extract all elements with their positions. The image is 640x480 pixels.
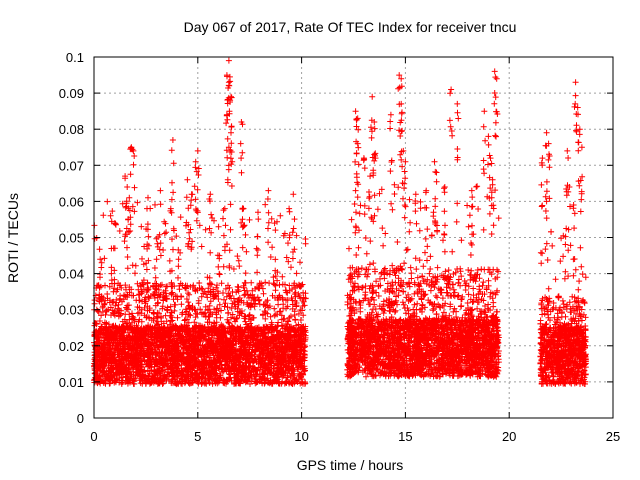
- axis-ticks: [93, 56, 614, 419]
- x-tick-label: 25: [606, 429, 620, 444]
- y-tick-label: 0.08: [59, 122, 84, 137]
- y-tick-label: 0.02: [59, 339, 84, 354]
- x-tick-label: 0: [90, 429, 97, 444]
- x-tick-label: 5: [194, 429, 201, 444]
- y-tick-label: 0.06: [59, 194, 84, 209]
- y-tick-label: 0.1: [66, 50, 84, 65]
- x-tick-label: 10: [294, 429, 308, 444]
- x-tick-label: 20: [502, 429, 516, 444]
- y-tick-labels: 0 0.01 0.02 0.03 0.04 0.05 0.06 0.07 0.08 0.09 0.1: [59, 50, 84, 426]
- y-tick-label: 0.03: [59, 303, 84, 318]
- x-tick-label: 15: [398, 429, 412, 444]
- y-tick-label: 0.07: [59, 158, 84, 173]
- y-tick-label: 0.09: [59, 86, 84, 101]
- data-points: [91, 57, 589, 388]
- roti-data-markers: [91, 57, 589, 388]
- x-tick-labels: 0 5 10 15 20 25: [90, 429, 620, 444]
- y-tick-label: 0.05: [59, 231, 84, 246]
- y-tick-label: 0.01: [59, 375, 84, 390]
- y-tick-label: 0: [77, 411, 84, 426]
- y-tick-label: 0.04: [59, 267, 84, 282]
- grid-lines: [94, 57, 613, 418]
- chart-title: Day 067 of 2017, Rate Of TEC Index for r…: [184, 19, 517, 35]
- y-axis-title: ROTI / TECUs: [5, 193, 21, 283]
- x-axis-title: GPS time / hours: [297, 457, 404, 473]
